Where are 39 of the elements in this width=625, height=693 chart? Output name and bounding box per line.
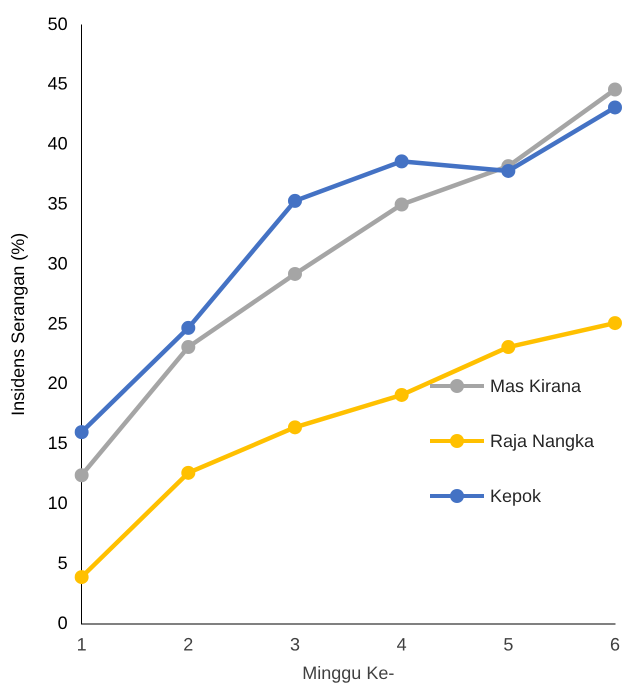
x-tick-label: 5 bbox=[503, 634, 514, 655]
point bbox=[608, 316, 622, 330]
point bbox=[394, 388, 409, 402]
legend-label: Mas Kirana bbox=[490, 376, 582, 396]
point bbox=[181, 320, 196, 335]
x-tick-label: 6 bbox=[610, 634, 620, 655]
legend-label: Kepok bbox=[490, 486, 542, 506]
point bbox=[181, 340, 196, 354]
point bbox=[288, 194, 302, 208]
y-tick-label: 5 bbox=[58, 552, 68, 573]
y-axis-title: Insidens Serangan (%) bbox=[8, 232, 28, 416]
y-tick-label: 0 bbox=[58, 612, 68, 633]
point bbox=[288, 420, 302, 434]
point bbox=[501, 340, 516, 354]
point bbox=[288, 266, 302, 281]
y-tick-label: 35 bbox=[48, 193, 68, 214]
y-tick-label: 40 bbox=[48, 134, 68, 154]
x-tick-label: 4 bbox=[396, 634, 407, 655]
point bbox=[608, 82, 622, 96]
point bbox=[181, 466, 196, 480]
y-tick-label: 10 bbox=[48, 492, 68, 513]
y-tick-label: 25 bbox=[48, 313, 68, 334]
point bbox=[74, 425, 89, 440]
point bbox=[501, 164, 516, 178]
x-tick-label: 1 bbox=[76, 634, 87, 655]
y-tick-label: 45 bbox=[48, 74, 68, 94]
legend-label: Raja Nangka bbox=[490, 430, 594, 452]
point bbox=[74, 468, 89, 482]
point bbox=[394, 198, 409, 212]
point bbox=[394, 154, 409, 168]
x-axis-title: Minggu Ke- bbox=[302, 663, 394, 684]
y-tick-label: 20 bbox=[48, 373, 68, 394]
y-tick-label: 50 bbox=[48, 14, 68, 34]
y-tick-label: 30 bbox=[48, 253, 68, 274]
x-tick-label: 3 bbox=[290, 634, 300, 655]
point bbox=[608, 100, 622, 114]
x-tick-label: 2 bbox=[183, 634, 194, 655]
y-tick-label: 15 bbox=[48, 433, 68, 454]
point bbox=[74, 570, 89, 584]
